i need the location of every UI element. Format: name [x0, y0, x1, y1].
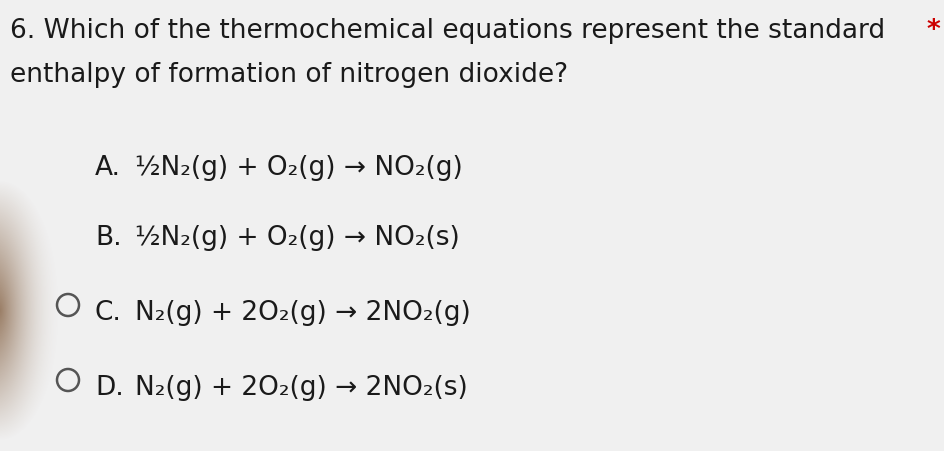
Text: ½N₂(g) + O₂(g) → NO₂(s): ½N₂(g) + O₂(g) → NO₂(s) [135, 225, 460, 251]
Text: enthalpy of formation of nitrogen dioxide?: enthalpy of formation of nitrogen dioxid… [10, 62, 568, 88]
Text: ½N₂(g) + O₂(g) → NO₂(g): ½N₂(g) + O₂(g) → NO₂(g) [135, 155, 463, 181]
Text: D.: D. [95, 375, 124, 401]
Text: B.: B. [95, 225, 122, 251]
Text: C.: C. [95, 300, 122, 326]
Text: N₂(g) + 2O₂(g) → 2NO₂(g): N₂(g) + 2O₂(g) → 2NO₂(g) [135, 300, 471, 326]
Text: N₂(g) + 2O₂(g) → 2NO₂(s): N₂(g) + 2O₂(g) → 2NO₂(s) [135, 375, 467, 401]
Text: 6. Which of the thermochemical equations represent the standard: 6. Which of the thermochemical equations… [10, 18, 894, 44]
Text: A.: A. [95, 155, 121, 181]
Text: *: * [927, 18, 941, 44]
